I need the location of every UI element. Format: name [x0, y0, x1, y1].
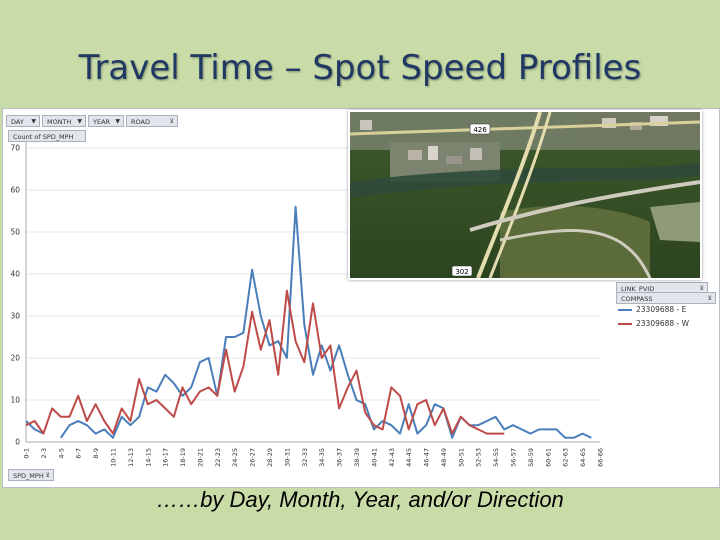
route-shield-icon	[451, 265, 473, 277]
x-tick-label: 16-17	[162, 448, 170, 467]
x-tick-label: 28-29	[266, 448, 274, 467]
day-filter-label: DAY	[11, 118, 24, 126]
axis-field-button[interactable]: SPD_MPH ⊻	[8, 469, 54, 481]
x-tick-label: 62-63	[562, 448, 570, 467]
x-tick-label: 46-47	[423, 448, 431, 467]
x-tick-label: 60-61	[544, 448, 552, 467]
x-tick-label: 10-11	[109, 448, 117, 467]
y-tick-label: 20	[10, 354, 20, 363]
x-tick-label: 66-66	[597, 448, 605, 467]
filter-icon: ⊻	[45, 472, 50, 479]
x-tick-label: 6-7	[75, 448, 83, 459]
month-filter-label: MONTH	[47, 118, 72, 126]
series-line-west	[25, 289, 505, 435]
x-tick-label: 20-21	[196, 448, 204, 467]
x-tick-label: 22-23	[214, 448, 222, 467]
y-tick-label: 10	[10, 396, 20, 405]
x-tick-label: 2-3	[40, 448, 48, 459]
aerial-map-photo: 426 302	[348, 110, 702, 280]
x-tick-label: 36-37	[336, 448, 344, 467]
x-tick-label: 26-27	[249, 448, 257, 467]
aerial-map-graphic: 426 302	[350, 112, 700, 278]
x-tick-label: 8-9	[92, 448, 100, 459]
x-tick-label: 58-59	[527, 448, 535, 467]
y-tick-label: 30	[10, 312, 20, 321]
route-shield-south: 302	[455, 268, 468, 276]
legend-swatch-east	[618, 309, 632, 311]
month-filter[interactable]: MONTH ▼	[42, 115, 86, 127]
road-filter[interactable]: ROAD ⊻	[126, 115, 178, 127]
x-tick-label: 38-39	[353, 448, 361, 467]
y-tick-label: 60	[10, 186, 20, 195]
compass-field-label: COMPASS	[621, 295, 653, 303]
dropdown-arrow-icon: ▼	[77, 118, 82, 125]
filter-icon: ⊻	[169, 118, 174, 125]
year-filter[interactable]: YEAR ▼	[88, 115, 124, 127]
x-tick-label: 50-51	[457, 448, 465, 467]
y-tick-label: 50	[10, 228, 20, 237]
road-filter-label: ROAD	[131, 118, 150, 126]
link-field-label: LINK_PVID	[621, 285, 655, 293]
legend-label-east: 23309688 - E	[636, 305, 687, 314]
x-tick-label: 42-43	[388, 448, 396, 467]
x-tick-label: 56-57	[510, 448, 518, 467]
x-tick-label: 54-55	[492, 448, 500, 467]
x-tick-label: 4-5	[57, 448, 65, 459]
x-tick-label: 14-15	[144, 448, 152, 467]
slide-title: Travel Time – Spot Speed Profiles	[78, 48, 642, 88]
x-tick-label: 34-35	[318, 448, 326, 467]
x-tick-label: 52-53	[475, 448, 483, 467]
dropdown-arrow-icon: ▼	[115, 118, 120, 125]
dropdown-arrow-icon: ▼	[31, 118, 36, 125]
compass-field-button[interactable]: COMPASS ⊻	[616, 292, 716, 304]
x-tick-label: 18-19	[179, 448, 187, 467]
y-tick-label: 0	[15, 438, 20, 447]
y-tick-label: 70	[10, 144, 20, 153]
slide-caption: ……by Day, Month, Year, and/or Direction	[156, 487, 564, 512]
x-tick-label: 40-41	[370, 448, 378, 467]
y-tick-label: 40	[10, 270, 20, 279]
route-shield-north: 426	[473, 126, 487, 134]
year-filter-label: YEAR	[93, 118, 111, 126]
x-tick-label: 24-25	[231, 448, 239, 467]
filter-icon: ⊻	[707, 295, 712, 302]
x-tick-label: 44-45	[405, 448, 413, 467]
filter-icon: ⊻	[699, 285, 704, 292]
axis-field-label: SPD_MPH	[13, 472, 44, 480]
x-tick-label: 32-33	[301, 448, 309, 467]
legend-label-west: 23309688 - W	[636, 319, 690, 328]
x-tick-label: 0-1	[23, 448, 31, 459]
x-tick-label: 12-13	[127, 448, 135, 467]
x-tick-label: 64-65	[579, 448, 587, 467]
route-shield-icon	[469, 123, 491, 135]
measure-field-label: Count of SPD_MPH	[13, 133, 74, 141]
legend-swatch-west	[618, 323, 632, 325]
day-filter[interactable]: DAY ▼	[6, 115, 40, 127]
measure-field-button[interactable]: Count of SPD_MPH	[8, 130, 86, 142]
x-tick-label: 30-31	[283, 448, 291, 467]
x-tick-label: 48-49	[440, 448, 448, 467]
